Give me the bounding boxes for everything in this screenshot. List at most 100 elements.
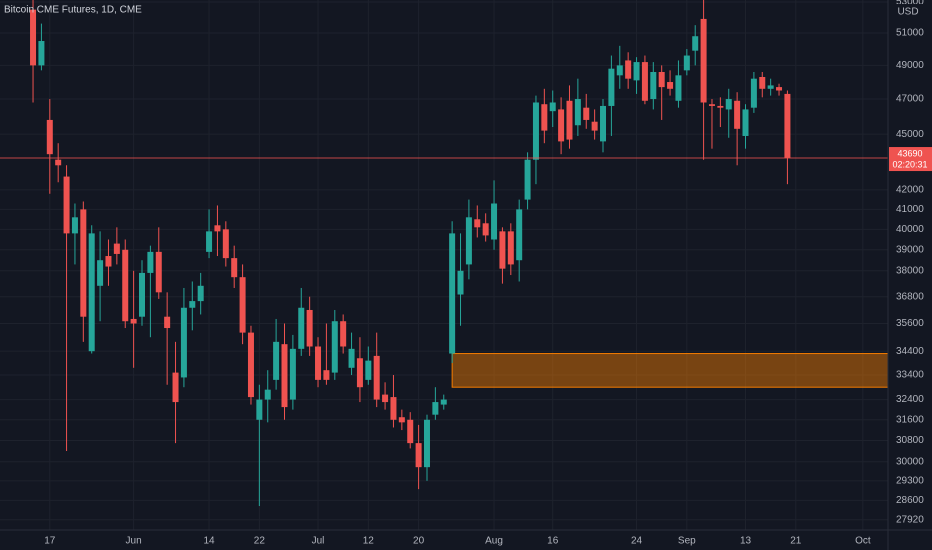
y-tick-label: 42000 [896, 185, 924, 196]
candle-body [239, 277, 246, 333]
y-tick-label: 32400 [896, 394, 924, 405]
candle-body [667, 82, 674, 89]
x-tick-label: Jul [312, 536, 325, 547]
candle-body [625, 60, 632, 79]
y-tick-label: 31600 [896, 414, 924, 425]
candle-body [356, 358, 363, 388]
candle-body [532, 102, 539, 160]
plot [0, 0, 889, 507]
candle-body [700, 18, 707, 103]
candle-body [708, 104, 715, 106]
price-label: 43690 [897, 148, 922, 158]
candle-body [398, 417, 405, 423]
candle-body [55, 159, 62, 166]
candle-body [222, 229, 229, 259]
candle-body [432, 402, 439, 415]
candle-body [306, 309, 313, 347]
candle-body [415, 443, 422, 468]
candle-body [591, 121, 598, 131]
candle-body [692, 36, 699, 51]
y-tick-label: 47000 [896, 94, 924, 105]
candle-body [289, 348, 296, 400]
candle-body [206, 231, 213, 252]
y-tick-label: 53000 [896, 0, 924, 8]
candle-body [323, 370, 330, 380]
candle-body [30, 9, 37, 66]
candle-body [683, 55, 690, 71]
candle-body [88, 233, 95, 352]
candle-body [348, 348, 355, 368]
candle-body [516, 209, 523, 261]
y-tick-label: 29300 [896, 475, 924, 486]
candle-body [273, 341, 280, 380]
candle-body [315, 346, 322, 380]
candle-body [583, 107, 590, 120]
candle-body [63, 176, 70, 234]
candle-body [247, 332, 254, 398]
x-tick-label: 16 [547, 536, 559, 547]
candle-body [633, 62, 640, 81]
candle-body [767, 85, 774, 89]
candle-body [750, 78, 757, 108]
y-tick-label: 34400 [896, 346, 924, 357]
y-tick-label: 51000 [896, 28, 924, 39]
candle-body [189, 301, 196, 308]
candle-body [147, 251, 154, 273]
candle-body [784, 93, 791, 158]
candle-body [507, 231, 514, 265]
candle-body [340, 321, 347, 347]
candle-body [474, 219, 481, 228]
candle-body [122, 249, 129, 322]
x-tick-label: 17 [44, 536, 56, 547]
y-tick-label: 35600 [896, 318, 924, 329]
candle-body [38, 41, 45, 66]
y-tick-label: 27920 [896, 514, 924, 525]
x-tick-label: 12 [363, 536, 375, 547]
candle-body [524, 159, 531, 200]
axes: 53000 51000 49000 47000 45000 42000 41000 40000… [44, 0, 932, 547]
x-tick-label: 22 [254, 536, 266, 547]
candle-body [558, 109, 565, 142]
candle-body [759, 77, 766, 89]
candle-body [776, 87, 783, 91]
candle-body [113, 243, 120, 254]
y-tick-label: 40000 [896, 224, 924, 235]
candle-body [407, 419, 414, 444]
price-countdown: 02:20:31 [892, 159, 927, 169]
x-tick-label: 13 [740, 536, 752, 547]
candle-body [616, 65, 623, 76]
zone [451, 353, 889, 388]
currency-box [893, 4, 923, 18]
price-label-box [889, 147, 932, 172]
x-tick-label: Jun [126, 536, 142, 547]
candle-body [97, 260, 104, 286]
candle-body [675, 75, 682, 101]
candle-body [423, 419, 430, 468]
candle-body [600, 105, 607, 142]
y-tick-label: 28600 [896, 495, 924, 506]
candle-body [365, 360, 372, 380]
candle-body [641, 62, 648, 101]
candle-body [298, 307, 305, 349]
y-tick-label: 49000 [896, 60, 924, 71]
x-tick-label: 21 [790, 536, 802, 547]
candle-body [541, 104, 548, 131]
candle-body [440, 399, 447, 405]
candle-body [155, 251, 162, 293]
candle-body [256, 399, 263, 420]
y-tick-label: 30000 [896, 456, 924, 467]
candle-body [382, 394, 389, 403]
candle-body [80, 209, 87, 317]
x-tick-label: Aug [485, 536, 503, 547]
candle-body [231, 258, 238, 278]
candle-body [491, 203, 498, 240]
candle-body [742, 109, 749, 136]
candle-body [373, 355, 380, 400]
candle-body [139, 272, 146, 317]
candle-body [449, 233, 456, 354]
candle-body [390, 397, 397, 420]
candle-body [734, 100, 741, 129]
y-tick-label: 36800 [896, 291, 924, 302]
candle-body [566, 100, 573, 140]
